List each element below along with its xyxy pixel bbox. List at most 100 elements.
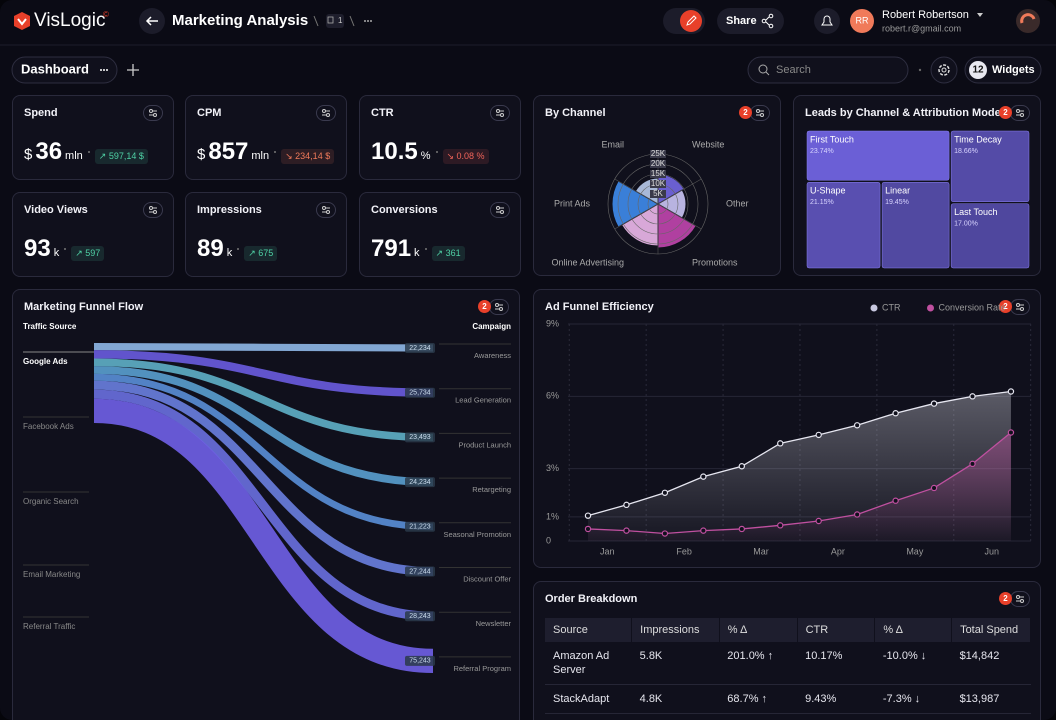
r-tick-label: 25K [651, 149, 666, 158]
settings-icon[interactable] [490, 105, 510, 121]
spoke [614, 178, 659, 205]
icon-knob [495, 303, 499, 307]
point [584, 512, 592, 519]
logo [14, 12, 30, 30]
value-box [405, 432, 435, 443]
widget-title: Video Views [24, 204, 88, 216]
table-cell: $13,987 [959, 693, 1000, 705]
cell-value: 18.66% [954, 148, 978, 155]
tick-bg [650, 160, 666, 168]
kpi-change: ↘ 0.08 % [442, 149, 489, 164]
point [661, 530, 669, 537]
flow [93, 342, 434, 352]
icon-knob [1020, 307, 1024, 311]
icon-knob [1020, 113, 1024, 117]
target-header: Campaign [472, 322, 511, 331]
separator-dot [64, 248, 67, 250]
kpi-value: 791 [371, 235, 412, 262]
flow-value: 24,234 [409, 479, 431, 486]
tick-bg [650, 190, 666, 198]
edit-toggle[interactable] [663, 8, 705, 34]
x-tick-label: May [906, 546, 924, 556]
line-chart: 0 1% 3% 6% 9% Jan Feb Mar Apr May Jun CTR Conversion… [546, 302, 1032, 556]
sankey: Traffic Source Campaign Google Ads Facebook… [23, 322, 511, 674]
kpi-unit: k [414, 247, 420, 259]
widgets-button[interactable] [964, 56, 1042, 84]
point [969, 460, 976, 468]
widget-title: CPM [197, 107, 222, 119]
r-tick-label: 10K [651, 179, 666, 188]
category-label: Print Ads [554, 198, 591, 208]
badge: 2 [999, 300, 1012, 313]
icon-knob [500, 210, 504, 214]
back-button[interactable] [139, 8, 165, 34]
kpi-value-row: $36 mln ↗ 597,14 $ [24, 138, 148, 166]
source-label: Google Ads [23, 357, 68, 366]
add-tab[interactable] [127, 64, 139, 76]
data-table: Source Impressions% Δ CTR% Δ Total Spend Ama… [545, 618, 1031, 714]
more-button[interactable] [364, 20, 372, 22]
kpi-change: ↗ 597 [71, 246, 105, 261]
settings-icon[interactable] [316, 105, 336, 121]
source-label: Facebook Ads [23, 422, 74, 431]
search-box[interactable] [747, 56, 909, 84]
widget-count: 12 [972, 65, 984, 76]
widget-title: Order Breakdown [545, 593, 638, 605]
avatar[interactable] [850, 9, 874, 33]
table-cell: Amazon Ad Server [553, 650, 610, 676]
spoke [657, 178, 702, 205]
icon-knob [153, 210, 157, 214]
kpi-unit: k [226, 247, 233, 259]
column-header: % Δ [874, 618, 953, 642]
badge: 2 [739, 106, 752, 119]
table-row: StackAdapt 4.8K 68.7% ↑ 9.43% -7.3% ↓ $13,987 [545, 685, 1031, 714]
y-tick-label: 1% [546, 511, 559, 521]
share-button[interactable] [717, 8, 784, 34]
cell-label: Linear [885, 186, 910, 196]
widget-card: Ad Funnel Efficiency 2 0 1% 3% 6% 9% Jan Feb Mar A… [533, 289, 1041, 568]
dashboard-tab[interactable] [11, 56, 118, 84]
icon [149, 109, 157, 117]
point [815, 431, 822, 439]
table-cell: 68.7% ↑ [727, 693, 768, 705]
table-cell: 10.17% [805, 650, 843, 662]
value-box [405, 387, 435, 398]
settings-icon[interactable] [143, 202, 163, 218]
point [930, 400, 938, 407]
settings-button[interactable] [930, 56, 958, 84]
cell-label: Last Touch [954, 207, 997, 217]
settings-icon[interactable] [490, 202, 510, 218]
source-header: Traffic Source [23, 322, 77, 331]
flow-value: 21,223 [409, 524, 431, 531]
flow-value: 75,243 [409, 658, 431, 665]
widget-title: Ad Funnel Efficiency [545, 301, 654, 313]
org-avatar[interactable] [1016, 9, 1040, 33]
icon [149, 206, 157, 214]
icon-knob [500, 113, 504, 117]
x-tick-label: Apr [831, 546, 845, 556]
icon-knob [496, 206, 500, 210]
icon-knob [322, 109, 326, 113]
page-icon [327, 16, 334, 24]
icon [496, 206, 504, 214]
table-cell: StackAdapt [553, 693, 610, 705]
notifications[interactable] [814, 8, 840, 34]
settings-icon[interactable] [143, 105, 163, 121]
settings-icon[interactable] [316, 202, 336, 218]
top-bar: VisLogic © Marketing Analysis 1 Share RR… [0, 8, 1056, 84]
point [969, 393, 976, 400]
point [1007, 388, 1015, 395]
share-label: Share [726, 15, 757, 27]
table-cell: 4.8K [639, 693, 663, 705]
kpi-prefix: $ [24, 146, 33, 163]
user-menu[interactable] [977, 13, 983, 17]
icon-knob [756, 109, 760, 113]
treemap-cell [950, 130, 1030, 202]
settings-icon[interactable] [1010, 591, 1030, 607]
icon-knob [496, 109, 500, 113]
flow [93, 380, 434, 576]
separator-dot [435, 151, 438, 153]
kpi-change: ↘ 234,14 $ [281, 149, 335, 164]
kpi-value-row: 791 k ↗ 361 [371, 235, 465, 263]
